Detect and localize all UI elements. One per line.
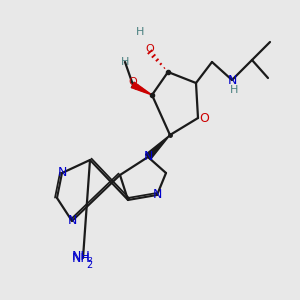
Text: N: N (143, 151, 153, 164)
Text: 2: 2 (86, 260, 92, 270)
Text: H: H (136, 27, 144, 37)
Text: N: N (67, 214, 77, 227)
Text: O: O (129, 77, 137, 87)
Text: N: N (152, 188, 162, 202)
Text: O: O (199, 112, 209, 124)
Text: NH: NH (72, 251, 90, 265)
Text: NH: NH (72, 250, 90, 262)
Text: H: H (121, 57, 129, 67)
Text: N: N (57, 167, 67, 179)
Text: ₂: ₂ (88, 253, 92, 266)
Text: O: O (146, 44, 154, 54)
Text: H: H (230, 85, 238, 95)
Polygon shape (146, 135, 170, 160)
Text: N: N (227, 74, 237, 86)
Polygon shape (132, 82, 152, 95)
